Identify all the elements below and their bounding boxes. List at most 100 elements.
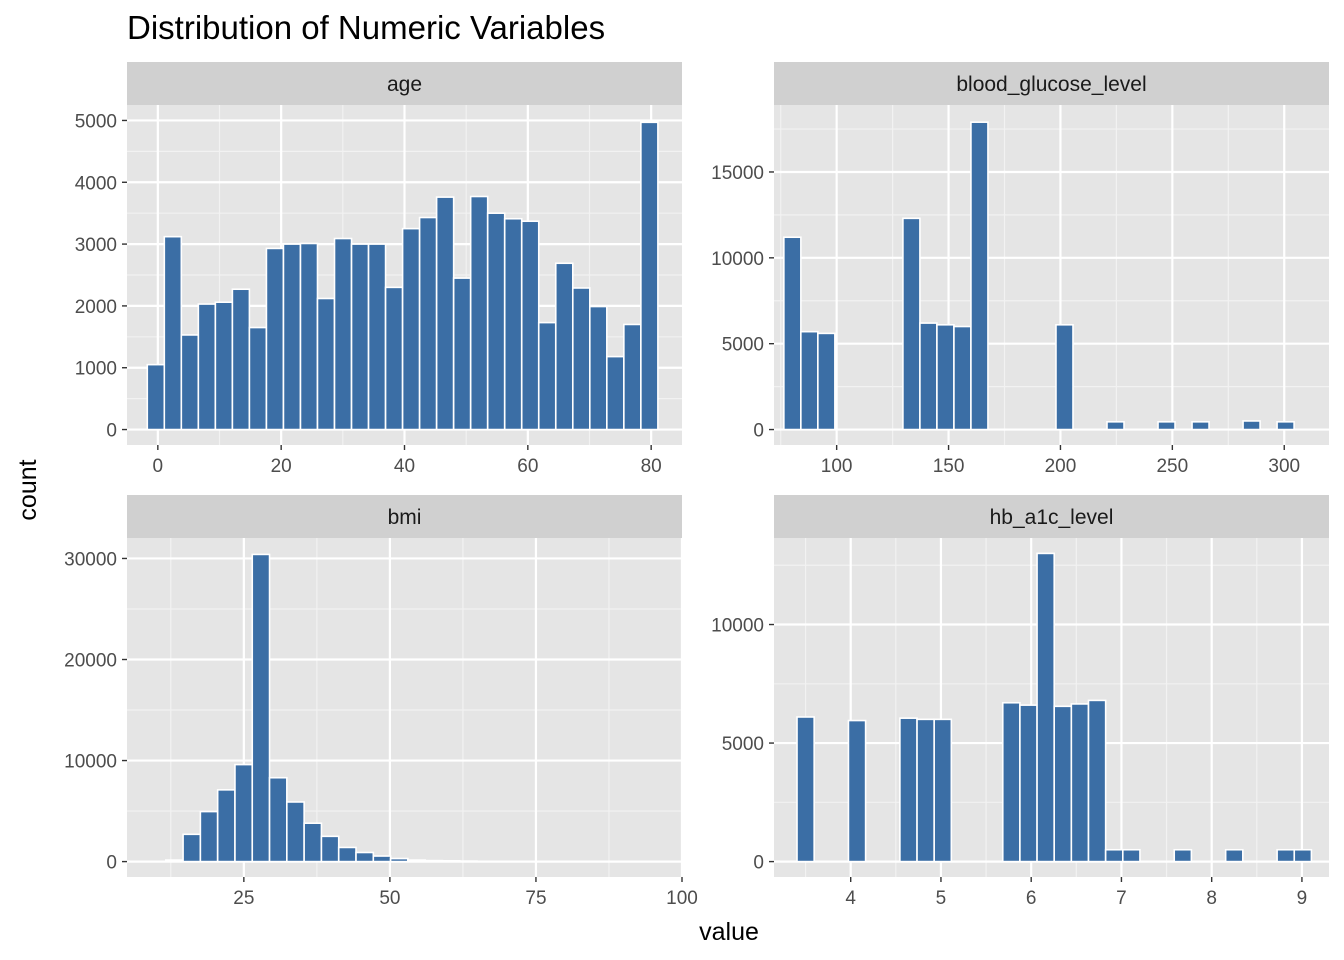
histogram-bar [1055, 323, 1074, 431]
x-tick-label: 200 [1045, 456, 1077, 477]
histogram-bar [1191, 421, 1210, 431]
histogram-bar [503, 217, 523, 431]
y-axis-title: count [14, 459, 42, 520]
x-tick-label: 6 [1026, 888, 1037, 909]
x-tick-label: 40 [394, 456, 415, 477]
histogram-bar [180, 334, 200, 431]
facet-bmi: bmi 25 50 75 100 0 10000 20000 30000 [64, 495, 698, 909]
histogram-bars [783, 121, 1295, 431]
histogram-bar [469, 195, 489, 431]
histogram-bar [389, 857, 409, 863]
histogram-bar [623, 323, 642, 431]
y-tick-label: 10000 [64, 752, 117, 773]
histogram-bar [248, 326, 268, 431]
histogram-bar [1224, 848, 1244, 863]
histogram-bar [441, 859, 461, 863]
panel-background [774, 105, 1329, 445]
x-tick-label: 50 [379, 888, 400, 909]
facet-strip [127, 495, 682, 538]
x-tick-label: 60 [517, 456, 538, 477]
histogram-bar [783, 236, 802, 431]
x-tick-label: 75 [525, 888, 546, 909]
facet-strip-label: age [387, 73, 422, 96]
histogram-bar [384, 286, 404, 431]
facet-age: age 0 20 40 60 80 0 1000 2000 3000 4000 5000 [75, 62, 682, 477]
histogram-bar [282, 243, 302, 431]
x-tick-label: 250 [1156, 456, 1188, 477]
y-tick-label: 10000 [711, 249, 764, 270]
histogram-bar [1019, 704, 1038, 863]
histogram-bar [303, 822, 323, 863]
histogram-bar [372, 855, 392, 863]
x-tick-label: 20 [271, 456, 292, 477]
x-tick-label: 100 [821, 456, 853, 477]
y-tick-label: 0 [106, 853, 117, 874]
y-tick-label: 0 [753, 853, 764, 874]
histogram-bar [1276, 848, 1296, 863]
y-tick-label: 0 [753, 421, 764, 442]
x-tick-label: 100 [666, 888, 698, 909]
x-tick-label: 4 [845, 888, 856, 909]
histogram-bar [589, 305, 608, 431]
histogram-bar [919, 322, 938, 431]
histogram-bar [554, 262, 574, 431]
y-tick-label: 4000 [75, 173, 117, 194]
histogram-bar [355, 851, 375, 863]
x-tick-label: 25 [233, 888, 254, 909]
histogram-bar [299, 242, 319, 431]
histogram-bar [936, 323, 955, 431]
histogram-bar [537, 321, 557, 431]
histogram-bar [164, 859, 184, 863]
y-tick-label: 15000 [711, 163, 764, 184]
facet-strip-label: blood_glucose_level [956, 73, 1146, 96]
facet-strip [774, 495, 1329, 538]
histogram-bar [1001, 701, 1021, 863]
histogram-bar [452, 277, 472, 431]
histogram-bar [933, 718, 953, 863]
histogram-bar [333, 237, 353, 431]
y-tick-label: 5000 [722, 734, 764, 755]
x-tick-label: 0 [153, 456, 164, 477]
facet-strip [127, 62, 682, 105]
y-tick-label: 5000 [722, 335, 764, 356]
histogram-bar [265, 247, 285, 431]
histogram-bar [817, 332, 836, 431]
histogram-bar [1053, 705, 1073, 863]
histogram-bar [401, 227, 421, 431]
histogram-bar [251, 553, 271, 863]
histogram-bar [1293, 848, 1313, 863]
histogram-bar [1276, 421, 1295, 431]
histogram-bar [1157, 421, 1176, 431]
y-tick-label: 2000 [75, 297, 117, 318]
histogram-bar [970, 121, 989, 431]
facet-strip-label: hb_a1c_level [990, 506, 1114, 529]
histogram-bar [424, 859, 444, 863]
histogram-bar [1173, 848, 1193, 863]
histogram-bar [320, 835, 340, 863]
histogram-bar [146, 363, 166, 431]
x-tick-label: 9 [1297, 888, 1308, 909]
histogram-bar [316, 297, 336, 431]
histogram-bar [163, 235, 183, 431]
x-tick-label: 300 [1268, 456, 1300, 477]
x-tick-label: 8 [1206, 888, 1217, 909]
y-tick-label: 10000 [711, 616, 764, 637]
chart-title: Distribution of Numeric Variables [127, 9, 605, 46]
histogram-bar [486, 212, 506, 431]
histogram-bar [435, 196, 455, 431]
histogram-bar [286, 801, 305, 863]
histogram-bar [899, 717, 918, 863]
histogram-bar [606, 355, 625, 431]
histogram-bar [916, 718, 935, 863]
x-tick-label: 7 [1116, 888, 1127, 909]
histogram-bar [1242, 420, 1261, 431]
histogram-bar [571, 287, 591, 431]
histogram-bar [407, 859, 426, 863]
histogram-bar [1121, 848, 1141, 863]
histogram-bar [337, 846, 357, 863]
histogram-bars [796, 552, 1313, 863]
x-tick-label: 80 [641, 456, 662, 477]
histogram-bar [902, 217, 921, 431]
facet-hb_a1c_level: hb_a1c_level 4 5 6 7 8 9 0 5000 10000 [711, 495, 1329, 909]
